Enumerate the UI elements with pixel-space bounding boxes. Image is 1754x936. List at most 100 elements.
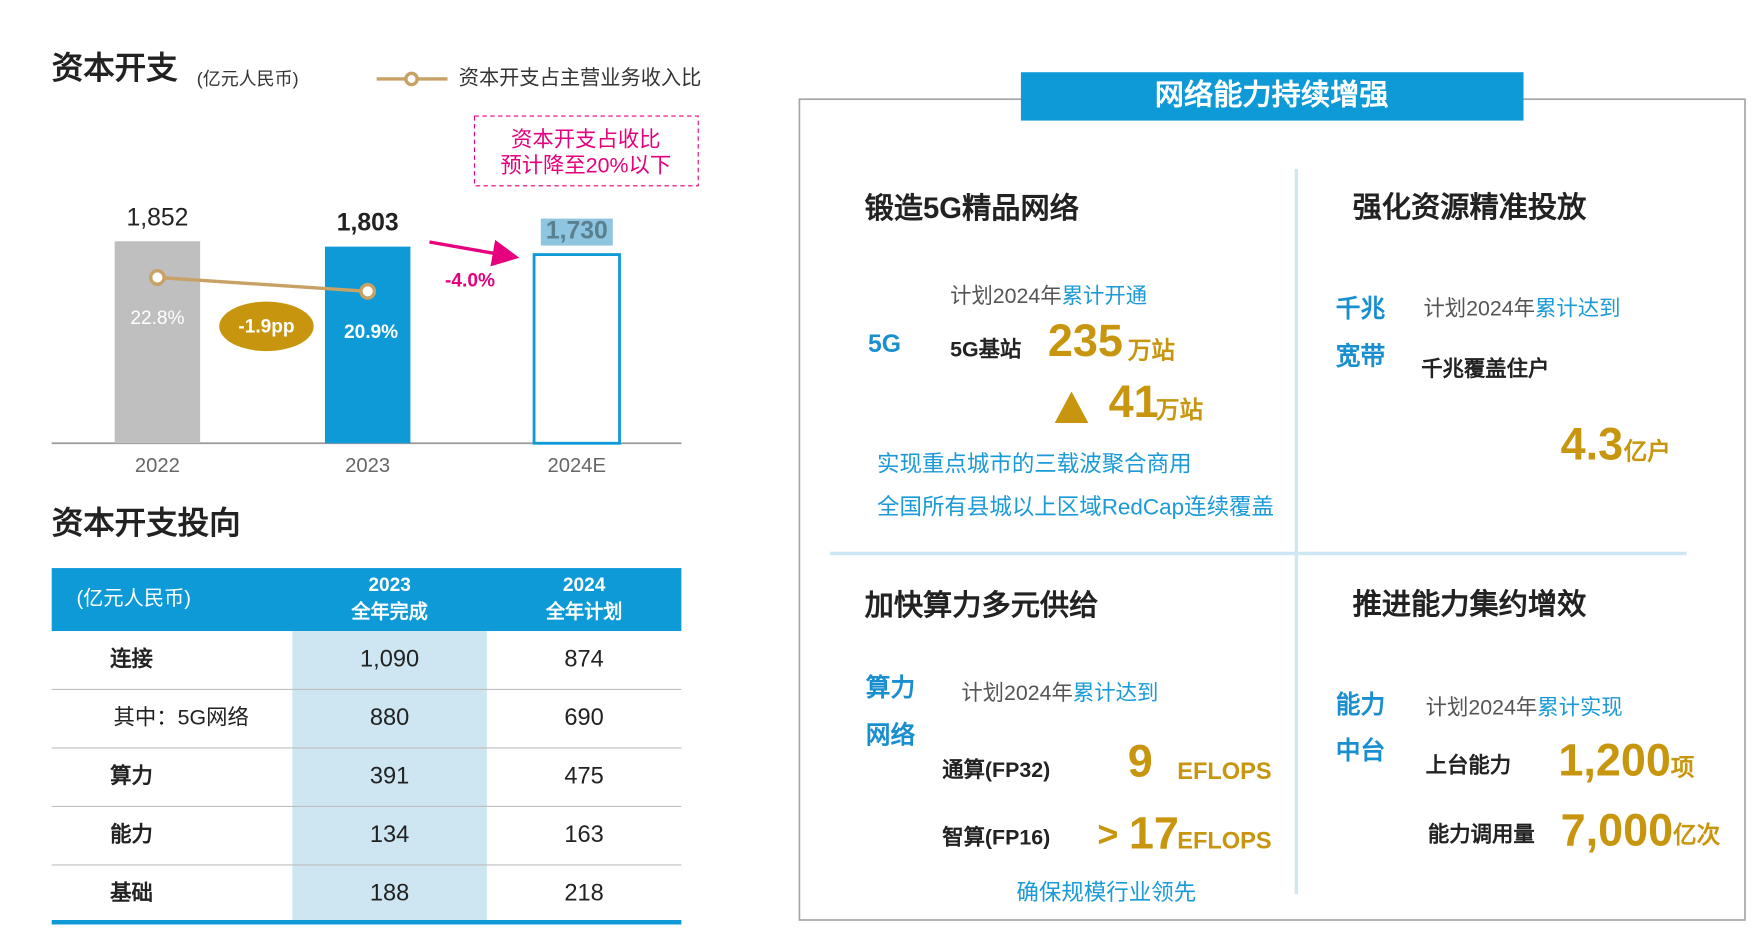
header-cell: 2024 (563, 575, 606, 596)
metric-unit: EFLOPS (1177, 759, 1271, 785)
cell: 163 (564, 822, 603, 848)
heading: 锻造5G精品网络 (865, 191, 1079, 225)
chart-title: 资本开支 (52, 50, 178, 85)
annotation: 资本开支占收比 (511, 127, 661, 151)
heading: 推进能力集约增效 (1353, 588, 1588, 621)
plan-highlight: 累计达到 (1073, 681, 1158, 705)
metric-label: 能力调用量 (1428, 821, 1535, 846)
chart-subtitle: (亿元人民币) (197, 69, 299, 89)
cell: 391 (370, 763, 409, 789)
metric-unit: EFLOPS (1177, 829, 1271, 855)
plan-highlight: 累计开通 (1062, 284, 1147, 308)
cell: 188 (370, 880, 409, 906)
plan-text: 计划2024年 (961, 681, 1073, 705)
plan-highlight: 累计实现 (1537, 695, 1622, 719)
note: 全国所有县城以上区域RedCap连续覆盖 (877, 494, 1274, 519)
label-highlight (540, 218, 613, 246)
plan: 计划2024年累计实现 (1426, 695, 1623, 719)
row-label: 其中：5G网络 (114, 705, 249, 729)
metric-unit: 亿户 (1624, 438, 1671, 466)
plan: 计划2024年累计达到 (961, 681, 1158, 705)
side-label: 网络 (866, 720, 916, 749)
header-cell: 全年完成 (350, 600, 427, 623)
table-bottom (51, 919, 682, 925)
plan-text: 计划2024年 (1423, 296, 1535, 320)
annotation: 预计降至20%以下 (500, 153, 671, 177)
bar (324, 246, 411, 444)
side-label: 能力 (1336, 690, 1385, 719)
plan-highlight: 累计达到 (1535, 296, 1620, 320)
panel-title-bar (1020, 72, 1524, 121)
metric-value: 9 (1128, 736, 1153, 787)
heading: 强化资源精准投放 (1353, 191, 1588, 224)
legend-marker (404, 71, 419, 87)
row-label: 连接 (110, 646, 153, 671)
metric-unit: 项 (1671, 755, 1695, 782)
plan: 计划2024年累计达到 (1423, 296, 1620, 320)
cell: 475 (564, 763, 603, 789)
cell: 874 (564, 646, 603, 672)
delta-unit: 万站 (1156, 397, 1204, 424)
x-tick-label: 2023 (345, 455, 390, 477)
up-triangle (1054, 391, 1089, 424)
metric-unit: 万站 (1128, 337, 1176, 364)
row-label: 能力 (110, 821, 153, 846)
metric-value: 7,000 (1561, 804, 1674, 855)
side-label: 宽带 (1336, 341, 1385, 370)
table-header (51, 568, 682, 632)
side-label: 中台 (1336, 736, 1385, 765)
panel-title: 网络能力持续增强 (1155, 78, 1389, 112)
metric-label: 上台能力 (1426, 753, 1511, 778)
header-cell: (亿元人民币) (76, 587, 191, 610)
plan: 计划2024年累计开通 (950, 284, 1147, 308)
cell: 1,090 (360, 646, 419, 672)
header-cell: 全年计划 (545, 600, 622, 623)
metric-prefix: > (1097, 813, 1118, 854)
metric-unit: 亿次 (1673, 822, 1721, 849)
ratio-line (157, 275, 368, 293)
ratio-point (359, 282, 377, 300)
delta-value: 41 (1109, 376, 1159, 427)
note: 实现重点城市的三载波聚合商用 (877, 452, 1192, 477)
side-label: 千兆 (1336, 295, 1386, 323)
ratio-label: 20.9% (344, 322, 398, 343)
plan-text: 计划2024年 (1426, 695, 1538, 719)
header-cell: 2023 (368, 575, 411, 596)
heading: 加快算力多元供给 (865, 588, 1099, 622)
side-label: 5G (868, 331, 901, 358)
value-label: 1,730 (546, 218, 608, 245)
legend-label: 资本开支占主营业务收入比 (459, 66, 702, 89)
ratio-label: 22.8% (130, 308, 184, 329)
note: 确保规模行业领先 (1016, 880, 1196, 905)
table-title: 资本开支投向 (52, 506, 241, 541)
metric-label: 5G基站 (950, 338, 1021, 362)
note-box (473, 115, 699, 187)
row-label: 算力 (110, 763, 153, 788)
bar (532, 253, 621, 445)
side-label: 算力 (866, 673, 915, 702)
metric-label: 千兆覆盖住户 (1421, 356, 1549, 381)
change-badge (219, 301, 314, 352)
change-arrow (429, 239, 520, 267)
cell: 218 (564, 880, 603, 906)
annotation: -4.0% (445, 270, 495, 291)
x-tick-label: 2024E (548, 455, 606, 477)
row-label: 基础 (110, 881, 153, 905)
column-highlight (292, 631, 487, 924)
metric-value: 17 (1129, 808, 1179, 859)
cell: 880 (370, 705, 409, 731)
ratio-point (148, 269, 166, 286)
x-tick-label: 2022 (135, 455, 180, 477)
annotation: -1.9pp (238, 317, 294, 338)
value-label: 1,803 (337, 210, 399, 237)
metric-value: 235 (1048, 315, 1123, 366)
metric-label: 通算(FP32) (942, 757, 1050, 782)
plan-text: 计划2024年 (950, 284, 1062, 308)
cell: 134 (370, 822, 409, 848)
metric-value: 1,200 (1558, 735, 1671, 786)
metric-value: 4.3 (1561, 419, 1624, 470)
metric-label: 智算(FP16) (942, 825, 1050, 850)
cell: 690 (564, 705, 603, 731)
